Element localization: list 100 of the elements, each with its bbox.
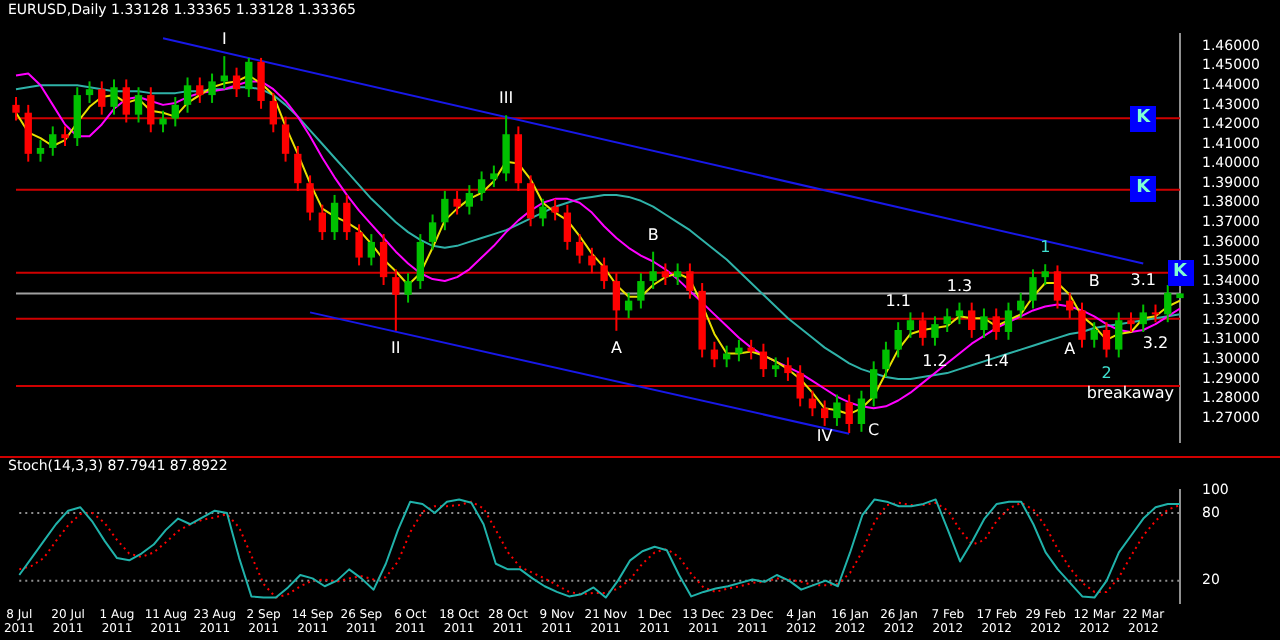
candlestick — [1102, 321, 1111, 359]
candlestick — [1139, 303, 1147, 333]
candlestick — [134, 86, 143, 124]
candlestick — [196, 76, 204, 104]
candlestick — [894, 321, 902, 359]
candlestick — [318, 203, 326, 241]
candlestick — [906, 311, 915, 339]
candlestick — [943, 307, 951, 333]
candlestick — [257, 56, 265, 110]
candlestick — [980, 307, 988, 339]
candlestick — [833, 393, 841, 427]
candlestick — [1029, 268, 1037, 310]
annotation: III — [499, 89, 514, 108]
annotation: IV — [816, 427, 834, 446]
annotation: breakaway — [1086, 383, 1175, 402]
annotation: A — [610, 338, 623, 357]
candlestick — [931, 315, 939, 347]
annotation: C — [868, 420, 881, 439]
candlestick — [588, 246, 596, 275]
candlestick — [1090, 321, 1098, 349]
candlestick — [1164, 283, 1172, 324]
candlestick — [245, 56, 253, 99]
candlestick — [845, 393, 853, 434]
candlestick — [355, 223, 363, 267]
letter-box-icon: K — [1130, 176, 1157, 203]
candlestick — [61, 125, 69, 147]
candlestick — [330, 193, 339, 241]
annotation: 2 — [1101, 363, 1112, 382]
candlestick — [416, 233, 425, 290]
candlestick — [208, 72, 216, 104]
candlestick — [919, 311, 927, 347]
annotation: 3.1 — [1130, 270, 1156, 289]
candlestick — [281, 115, 290, 163]
candlestick — [122, 78, 130, 124]
candlestick — [575, 233, 584, 265]
annotation: A — [1064, 340, 1077, 359]
candlestick — [563, 203, 572, 251]
candlestick — [1127, 311, 1135, 333]
candlestick — [12, 96, 20, 122]
candlestick — [1004, 301, 1013, 341]
candlestick — [661, 262, 670, 286]
candlestick — [502, 114, 510, 183]
candlestick — [453, 190, 461, 216]
candlestick — [1041, 263, 1049, 286]
candlestick — [992, 307, 1000, 341]
candlestick — [600, 256, 608, 290]
annotation: 1.2 — [922, 351, 948, 370]
annotation: 1.3 — [946, 276, 973, 295]
candlestick — [759, 342, 768, 378]
candlestick — [649, 250, 657, 290]
annotation: 1.1 — [885, 292, 911, 311]
candlestick — [673, 262, 682, 286]
annotation: II — [391, 338, 401, 357]
candlestick — [36, 139, 45, 163]
letter-box-icon: K — [1130, 105, 1157, 132]
candlestick — [85, 80, 94, 104]
candlestick — [159, 109, 167, 134]
candlestick — [306, 174, 314, 222]
candlestick — [821, 399, 829, 427]
candlestick — [1053, 264, 1062, 310]
annotation: 1.4 — [983, 351, 1009, 370]
candlestick — [1078, 301, 1086, 349]
candlestick — [183, 76, 192, 114]
candlestick — [796, 364, 804, 408]
candlestick — [441, 190, 449, 232]
candlestick — [367, 233, 375, 267]
annotation: 3.2 — [1142, 334, 1169, 353]
candlestick — [747, 338, 755, 361]
annotation: I — [221, 30, 227, 49]
annotation: 1 — [1040, 238, 1051, 257]
candlestick — [870, 360, 878, 408]
candlestick — [686, 262, 694, 300]
candlestick — [857, 389, 866, 433]
candlestick — [526, 174, 535, 228]
candlestick — [269, 92, 277, 134]
candlestick — [171, 96, 179, 128]
annotation: B — [1088, 272, 1100, 291]
candlestick — [24, 103, 32, 163]
candlestick — [110, 78, 118, 116]
candlestick — [955, 301, 964, 326]
candlestick — [882, 340, 890, 378]
candlestick — [784, 356, 792, 382]
candlestick — [1115, 311, 1123, 359]
candlestick — [735, 338, 743, 363]
candlestick — [612, 272, 621, 332]
candlestick — [539, 197, 547, 228]
letter-box-icon: K — [1167, 259, 1193, 286]
candlestick — [49, 125, 57, 157]
candlestick — [771, 356, 780, 378]
candlestick — [232, 66, 241, 99]
candlestick — [98, 80, 106, 116]
candlestick — [490, 164, 498, 189]
candlestick — [968, 301, 976, 339]
candlestick — [147, 86, 155, 134]
candlestick — [343, 193, 351, 241]
candlestick — [73, 86, 81, 147]
candlestick — [294, 144, 302, 193]
candlestick — [392, 268, 400, 332]
candlestick — [404, 272, 412, 304]
annotation: B — [647, 225, 659, 244]
